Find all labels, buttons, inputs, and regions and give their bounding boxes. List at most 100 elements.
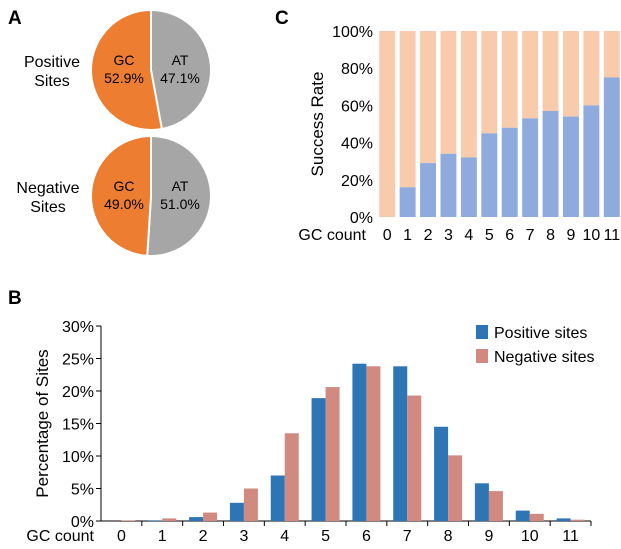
b-bar-negative <box>366 366 381 521</box>
b-bar-negative <box>121 520 136 521</box>
c-bar-success <box>522 118 539 217</box>
c-bar-success <box>542 110 559 217</box>
b-bar-positive <box>556 518 571 521</box>
c-bar-success <box>460 157 477 217</box>
c-bar-success <box>440 153 457 217</box>
c-bar-success <box>501 127 518 217</box>
b-legend-label-0: Positive sites <box>494 325 587 342</box>
c-bar-fail <box>583 31 600 106</box>
c-y-axis-title: Success Rate <box>308 72 327 177</box>
pie-0-gc-label: GC <box>114 52 135 68</box>
pie-1-at-value: 51.0% <box>160 196 200 212</box>
b-bar-positive <box>352 363 367 521</box>
b-xtick-label: 3 <box>239 528 248 544</box>
c-xtick-label: 4 <box>464 227 473 244</box>
pie-0-slice-gc <box>90 8 164 131</box>
c-ytick-label: 60% <box>341 98 373 115</box>
pie-negative-label-line2: Sites <box>30 199 66 216</box>
b-bar-negative <box>407 395 422 521</box>
b-xtick-label: 4 <box>280 528 289 544</box>
b-bar-negative <box>488 491 503 521</box>
c-xtick-label: 2 <box>424 227 433 244</box>
b-bar-negative <box>284 433 299 521</box>
c-bar-fail <box>603 31 620 78</box>
c-xtick-label: 3 <box>444 227 453 244</box>
c-xtick-label: 9 <box>567 227 576 244</box>
b-bar-negative <box>203 512 218 521</box>
b-xtick-label: 0 <box>117 528 126 544</box>
c-xtick-label: 0 <box>383 227 392 244</box>
pie-positive-label-line1: Positive <box>24 54 80 71</box>
c-bar-success <box>583 105 600 217</box>
b-bar-positive <box>311 398 326 521</box>
b-y-axis-title: Percentage of Sites <box>33 349 52 497</box>
b-bar-negative <box>325 387 340 521</box>
c-xtick-label: 1 <box>403 227 412 244</box>
b-ytick-label: 20% <box>62 384 94 401</box>
b-bar-negative <box>529 513 544 521</box>
b-bar-positive <box>515 510 530 521</box>
b-xtick-label: 7 <box>403 528 412 544</box>
b-xtick-label: 8 <box>444 528 453 544</box>
b-bar-positive <box>434 426 449 521</box>
c-bar-fail <box>542 31 559 111</box>
c-bar-success <box>603 77 620 217</box>
b-bar-negative <box>570 519 585 521</box>
c-bar-fail <box>481 31 498 134</box>
b-legend-label-1: Negative sites <box>494 349 595 366</box>
b-ytick-label: 5% <box>71 482 94 499</box>
b-xtick-label: 10 <box>521 528 539 544</box>
pie-1-slice-gc <box>90 134 152 257</box>
b-bar-negative <box>243 488 258 521</box>
c-ytick-label: 20% <box>341 173 373 190</box>
b-xtick-label: 9 <box>484 528 493 544</box>
b-ytick-label: 15% <box>62 417 94 434</box>
c-bar-fail <box>562 31 579 117</box>
pie-0-at-label: AT <box>172 52 189 68</box>
c-ytick-label: 80% <box>341 61 373 78</box>
panel-letter-b: B <box>8 288 22 309</box>
b-ytick-label: 10% <box>62 449 94 466</box>
pie-0-at-value: 47.1% <box>160 70 200 86</box>
b-bar-positive <box>474 483 489 521</box>
b-bar-negative <box>162 518 177 521</box>
pie-1-slice-at <box>146 134 212 257</box>
panel-letter-c: C <box>275 8 289 29</box>
c-ytick-label: 40% <box>341 136 373 153</box>
c-xtick-label: 5 <box>485 227 494 244</box>
c-bar-fail <box>440 31 457 154</box>
c-bar-fail <box>501 31 518 128</box>
b-xtick-label: 5 <box>321 528 330 544</box>
b-ytick-label: 25% <box>62 352 94 369</box>
b-bar-positive <box>270 475 285 521</box>
c-bar-success <box>399 187 416 217</box>
c-ytick-label: 100% <box>332 24 373 41</box>
b-bar-positive <box>148 520 163 521</box>
b-bar-positive <box>229 502 244 521</box>
b-bar-positive <box>393 366 408 521</box>
b-xtick-label: 1 <box>158 528 167 544</box>
pie-1-at-label: AT <box>172 178 189 194</box>
b-legend-swatch-1 <box>476 349 488 363</box>
b-legend-swatch-0 <box>476 325 488 339</box>
b-x-axis-title: GC count <box>26 528 94 544</box>
c-x-axis-title: GC count <box>298 227 366 244</box>
pie-charts: GC 52.9% AT 47.1% GC 49.0% AT 51.0% <box>90 8 212 257</box>
c-xtick-label: 8 <box>546 227 555 244</box>
panel-letter-a: A <box>8 8 22 29</box>
c-xtick-label: 6 <box>505 227 514 244</box>
percentage-of-sites-chart: 0% 5% 10% 15% 20% 25% 30% 0 1 2 3 4 5 6 7 8 9 10 11 Percent… <box>26 319 595 545</box>
c-bar-fail <box>420 31 437 164</box>
pie-positive-label-line2: Sites <box>34 73 70 90</box>
pie-1-gc-value: 49.0% <box>104 196 144 212</box>
b-ytick-label: 30% <box>62 319 94 336</box>
c-ytick-label: 0% <box>350 210 373 227</box>
c-xtick-label: 11 <box>603 227 620 244</box>
b-bar-positive <box>189 517 204 521</box>
c-bar-fail <box>379 31 396 217</box>
pie-negative-label-line1: Negative <box>16 180 79 197</box>
c-xtick-label: 10 <box>582 227 600 244</box>
pie-0-gc-value: 52.9% <box>104 70 144 86</box>
pie-0-slice-at <box>150 8 212 131</box>
